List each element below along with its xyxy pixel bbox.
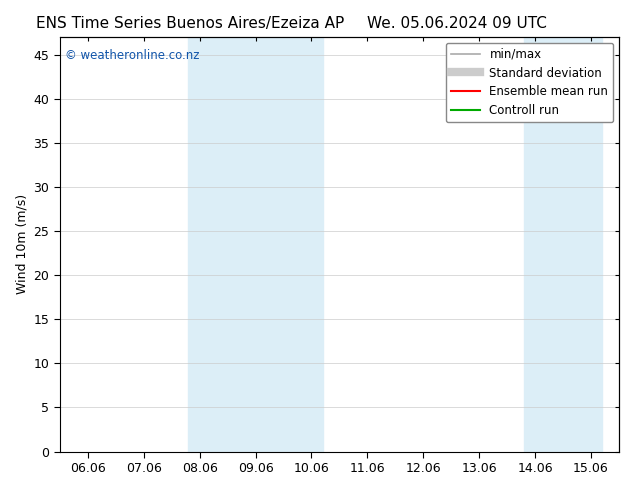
Text: © weatheronline.co.nz: © weatheronline.co.nz [65, 49, 200, 63]
Text: We. 05.06.2024 09 UTC: We. 05.06.2024 09 UTC [366, 16, 547, 31]
Legend: min/max, Standard deviation, Ensemble mean run, Controll run: min/max, Standard deviation, Ensemble me… [446, 43, 613, 122]
Bar [188, 37, 323, 452]
Y-axis label: Wind 10m (m/s): Wind 10m (m/s) [15, 194, 28, 294]
Bar [524, 37, 602, 452]
Text: ENS Time Series Buenos Aires/Ezeiza AP: ENS Time Series Buenos Aires/Ezeiza AP [36, 16, 344, 31]
